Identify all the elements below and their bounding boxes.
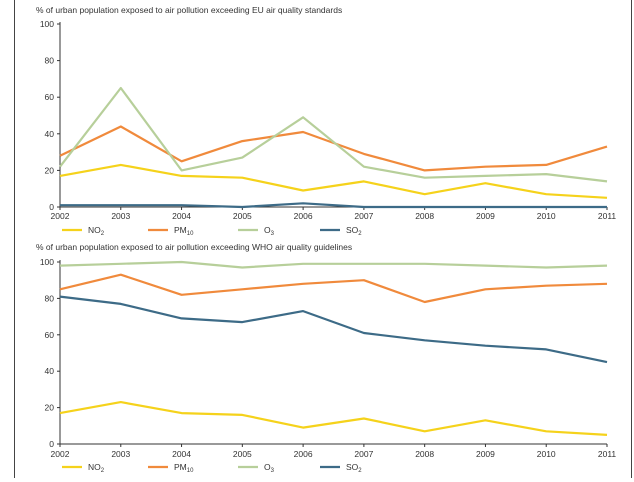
x-tick-label: 2003: [111, 449, 130, 459]
chart-2: 0 20 40 60 80 100 2002 2003 2004 2005 2006 2007 2008…: [40, 257, 617, 474]
x-tick-label: 2004: [172, 449, 191, 459]
x-tick-label: 2002: [51, 211, 70, 221]
x-tick-label: 2002: [51, 449, 70, 459]
y-tick-label: 20: [45, 165, 55, 175]
x-tick-label: 2005: [233, 211, 252, 221]
figure-frame: [14, 0, 632, 478]
x-tick-label: 2011: [598, 449, 617, 459]
series-line-o3: [59, 260, 608, 269]
y-tick-label: 0: [49, 439, 54, 449]
series-line-no2: [59, 401, 608, 436]
series-line-no2: [59, 163, 608, 199]
x-tick-label: 2007: [354, 449, 373, 459]
x-tick-label: 2008: [415, 211, 434, 221]
series-line-pm10: [59, 273, 608, 304]
y-tick-label: 100: [40, 19, 54, 29]
series-line-so2: [59, 295, 608, 364]
legend-label-o3: O3: [264, 462, 275, 474]
x-tick-label: 2006: [294, 449, 313, 459]
y-tick-label: 60: [45, 330, 55, 340]
x-tick-label: 2010: [537, 211, 556, 221]
y-tick-label: 80: [45, 293, 55, 303]
legend-label-so2: SO2: [346, 225, 362, 237]
legend-label-o3: O3: [264, 225, 275, 237]
x-tick-label: 2008: [415, 449, 434, 459]
x-tick-label: 2011: [598, 211, 617, 221]
y-tick-label: 40: [45, 366, 55, 376]
x-tick-label: 2009: [476, 211, 495, 221]
y-tick-label: 20: [45, 403, 55, 413]
y-tick-label: 100: [40, 257, 54, 267]
y-tick-label: 40: [45, 129, 55, 139]
legend-label-pm10: PM10: [174, 462, 194, 474]
y-tick-label: 0: [49, 202, 54, 212]
legend-label-no2: NO2: [88, 225, 105, 237]
x-tick-label: 2007: [354, 211, 373, 221]
legend-label-so2: SO2: [346, 462, 362, 474]
x-tick-label: 2005: [233, 449, 252, 459]
chart-2-title: % of urban population exposed to air pol…: [36, 242, 352, 252]
x-tick-label: 2009: [476, 449, 495, 459]
y-tick-label: 60: [45, 92, 55, 102]
chart-1: 0 20 40 60 80 100 2002 2003 2004 2005 2006 2007 2008…: [40, 19, 617, 237]
x-tick-label: 2006: [294, 211, 313, 221]
x-tick-label: 2003: [111, 211, 130, 221]
chart-1-title: % of urban population exposed to air pol…: [36, 5, 342, 15]
legend-label-pm10: PM10: [174, 225, 194, 237]
series-line-so2: [60, 202, 607, 209]
series-line-o3: [59, 86, 608, 183]
legend-label-no2: NO2: [88, 462, 105, 474]
series-line-pm10: [59, 125, 608, 172]
x-tick-label: 2010: [537, 449, 556, 459]
y-tick-label: 80: [45, 56, 55, 66]
x-tick-label: 2004: [172, 211, 191, 221]
